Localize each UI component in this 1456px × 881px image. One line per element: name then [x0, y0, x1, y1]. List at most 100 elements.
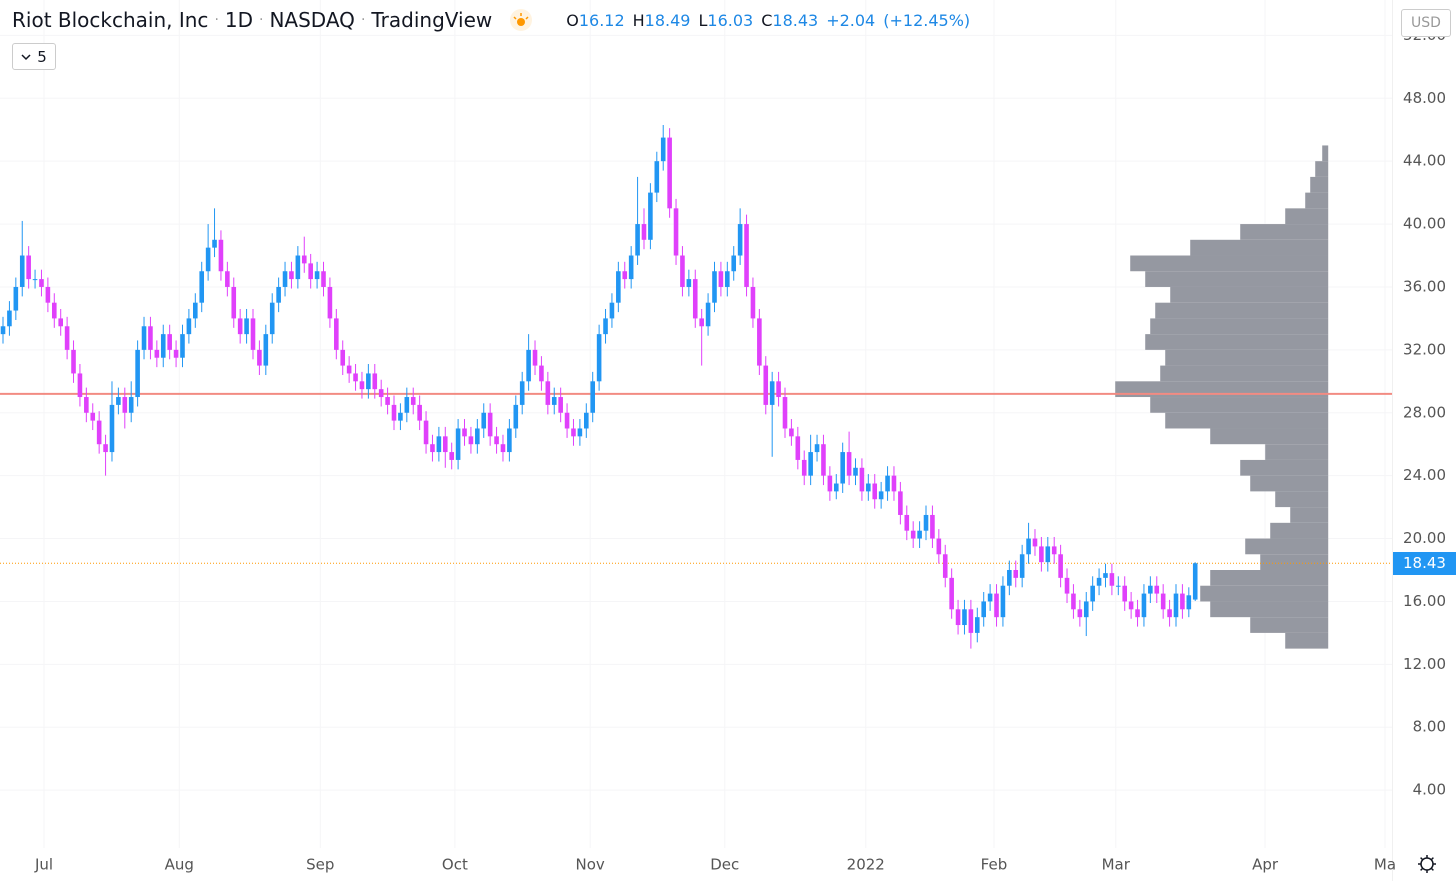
candle-body: [910, 530, 916, 539]
candle-body: [814, 444, 820, 453]
candle-body: [725, 271, 730, 287]
candle-body: [648, 192, 653, 240]
candle-body: [821, 444, 826, 476]
candle-body: [590, 381, 596, 413]
candle-body: [391, 404, 397, 421]
candle-body: [494, 436, 499, 445]
interval[interactable]: 1D: [224, 8, 254, 32]
candle-body: [769, 381, 775, 405]
candle-body: [898, 491, 903, 515]
candle-body: [712, 271, 717, 303]
y-tick-label: 32.00: [1403, 340, 1446, 358]
candle-body: [955, 609, 961, 626]
volume-profile-bar: [1250, 617, 1329, 633]
candle-body: [430, 444, 435, 453]
volume-profile-bar: [1130, 255, 1329, 272]
candle-body: [109, 404, 115, 453]
candle-body: [673, 208, 679, 256]
candle-body: [64, 326, 70, 350]
candle-body: [160, 334, 166, 358]
volume-profile-bar: [1270, 522, 1329, 539]
candle-body: [225, 271, 230, 287]
candle-body: [564, 412, 570, 429]
header: Riot Blockchain, Inc · 1D · NASDAQ · Tradin…: [12, 8, 971, 32]
candle-body: [994, 593, 999, 618]
volume-profile-bar: [1285, 632, 1329, 649]
candle-body: [71, 349, 76, 374]
x-tick-label: 2022: [847, 856, 885, 874]
indicators-toggle[interactable]: 5: [12, 43, 56, 70]
candle-body: [635, 224, 640, 256]
volume-profile-bar: [1240, 459, 1329, 476]
candle-body: [218, 239, 224, 272]
candle-body: [539, 365, 544, 382]
candle-body: [96, 420, 102, 445]
candle-body: [237, 318, 243, 335]
candle-body: [276, 286, 281, 303]
candle-body: [551, 397, 557, 405]
candle-body: [1013, 569, 1019, 578]
candle-body: [1090, 585, 1095, 602]
candle-body: [244, 318, 249, 335]
volume-profile-bar: [1150, 397, 1329, 413]
candle-body: [603, 318, 608, 335]
y-tick-label: 24.00: [1403, 466, 1446, 484]
c-label: C: [761, 10, 773, 30]
settings-button[interactable]: [1418, 855, 1436, 873]
candle-body: [705, 302, 711, 327]
candle-body: [116, 397, 121, 405]
candle-body: [519, 381, 525, 405]
y-tick-label: 40.00: [1403, 215, 1446, 233]
candle-body: [974, 617, 980, 633]
volume-profile-bar: [1315, 161, 1329, 177]
candle-body: [737, 224, 743, 256]
candle-body: [84, 397, 89, 413]
candle-body: [231, 286, 237, 319]
volume-profile-bar: [1310, 176, 1329, 193]
candle-body: [750, 286, 756, 319]
candle-body: [13, 286, 19, 311]
volume-profile-bar: [1265, 444, 1329, 460]
candle-body: [353, 373, 358, 382]
candle-body: [1173, 593, 1179, 618]
candle-body: [1148, 585, 1153, 594]
candle-body: [789, 428, 794, 437]
candle-body: [616, 271, 621, 303]
candle-body: [558, 397, 563, 413]
candle-body: [885, 475, 890, 492]
candle-body: [128, 397, 134, 413]
candle-body: [1154, 585, 1160, 594]
candle-body: [1064, 577, 1070, 594]
candle-body: [135, 349, 140, 398]
market-status-icon: [510, 9, 533, 31]
candle-body: [981, 601, 987, 618]
candle-body: [827, 475, 833, 492]
candle-body: [917, 530, 922, 539]
candle-body: [51, 302, 57, 319]
candle-body: [833, 483, 839, 492]
volume-profile-bar: [1160, 365, 1329, 382]
candle-body: [763, 365, 769, 405]
volume-profile-bar: [1250, 475, 1329, 492]
ohlc: O16.12 H18.49 L16.03 C18.43 +2.04 (+12.4…: [566, 11, 970, 30]
candle-body: [301, 255, 307, 264]
high-value: 18.49: [644, 10, 691, 30]
candle-body: [1122, 585, 1128, 602]
candle-body: [680, 255, 685, 287]
candle-body: [327, 286, 333, 319]
candle-body: [930, 514, 935, 539]
y-tick-label: 4.00: [1413, 781, 1446, 799]
currency-button[interactable]: USD: [1401, 9, 1451, 37]
candle-body: [801, 459, 807, 476]
candle-body: [1160, 593, 1166, 610]
candle-body: [26, 255, 31, 280]
candle-body: [417, 404, 422, 421]
x-tick-label: Aug: [165, 856, 194, 874]
candle-body: [660, 137, 666, 162]
currency: USD: [1411, 15, 1441, 31]
volume-profile-bar: [1165, 349, 1329, 366]
y-tick-label: 8.00: [1413, 718, 1446, 736]
candle-body: [667, 137, 672, 209]
change: +2.04: [826, 10, 876, 30]
